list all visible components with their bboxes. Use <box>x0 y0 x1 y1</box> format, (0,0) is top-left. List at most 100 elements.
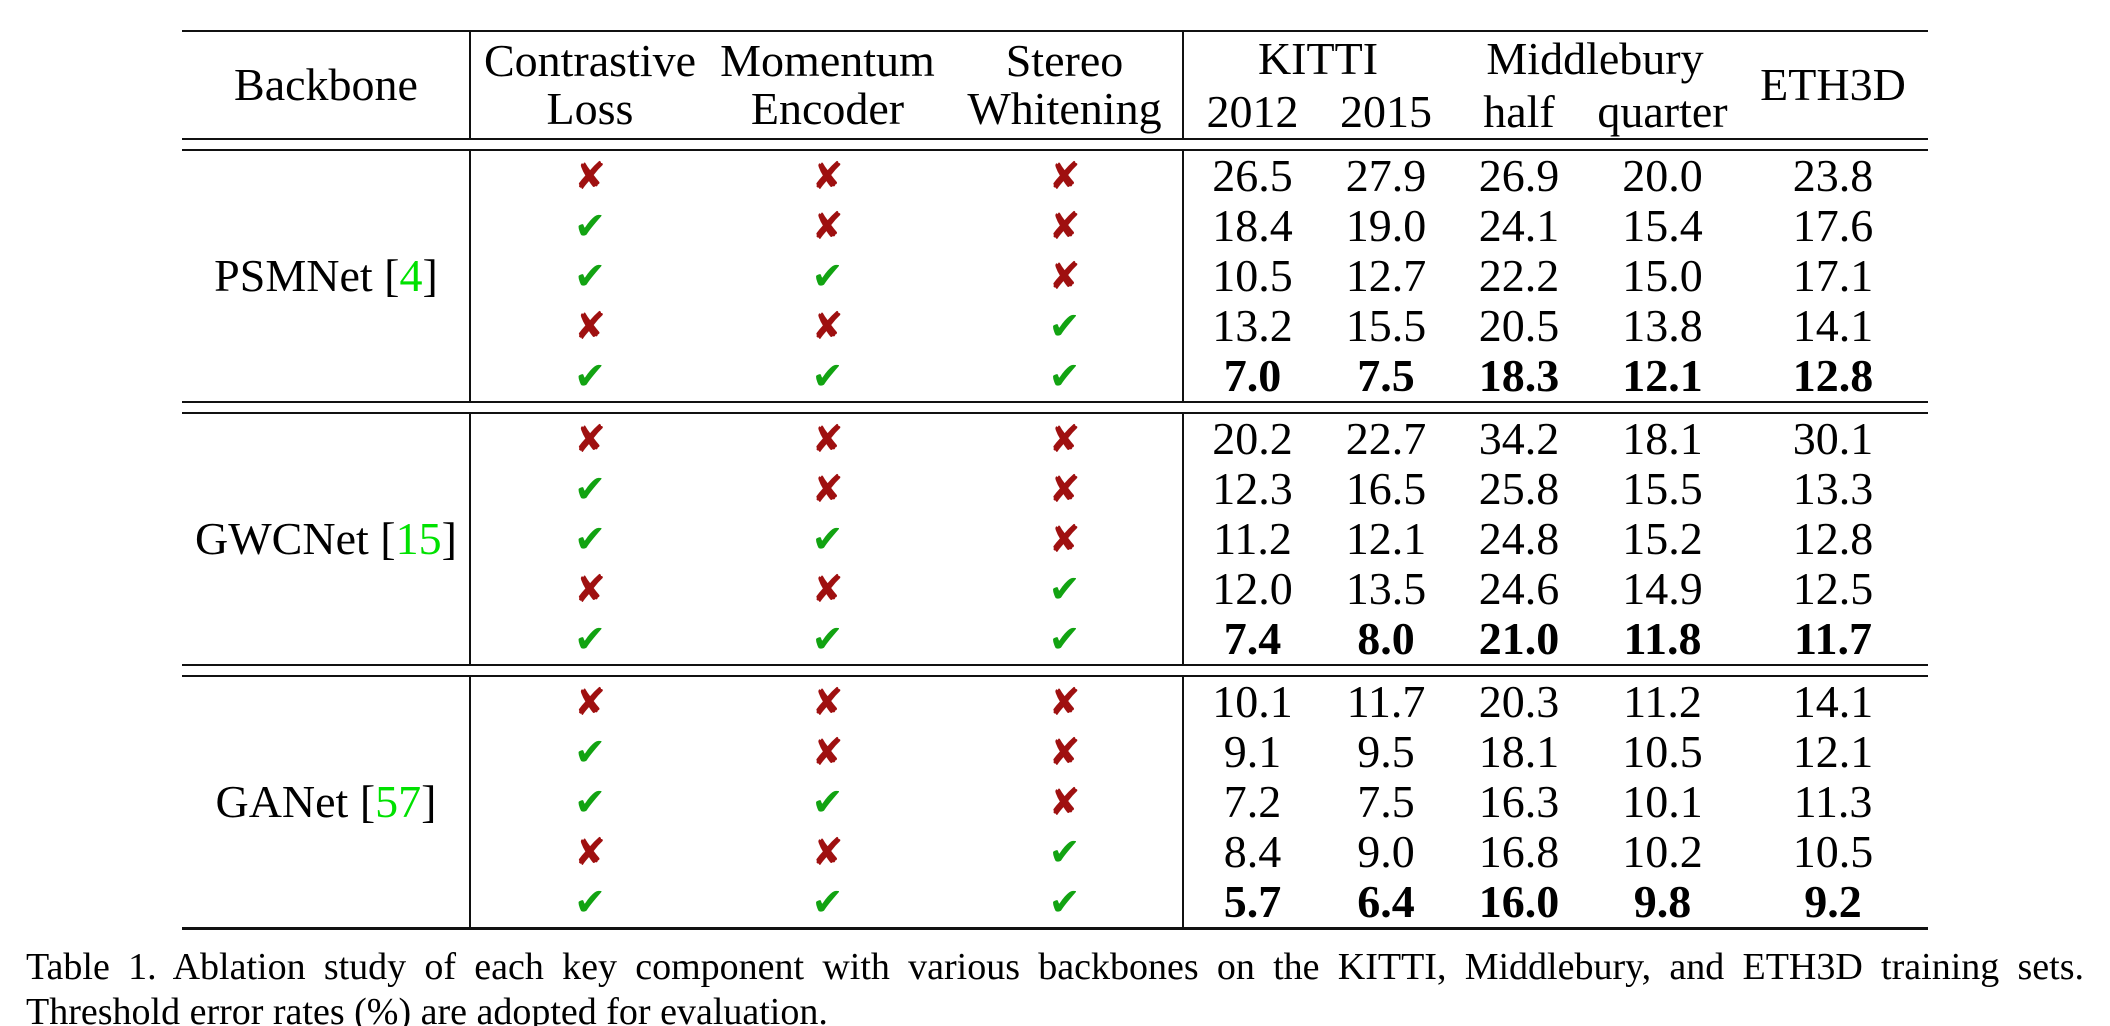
metric-value: 5.7 <box>1182 877 1321 929</box>
metric-value: 11.2 <box>1182 514 1321 564</box>
metric-value: 14.1 <box>1792 300 1874 351</box>
backbone-label: GANet [57] <box>182 676 470 929</box>
metric-value: 7.2 <box>1182 777 1321 827</box>
table-row: PSMNet [4] ✘ ✘ ✘ 26.5 27.9 26.9 20.0 23.8 <box>182 150 1927 301</box>
cross-icon: ✘ <box>811 730 844 774</box>
citation-number: 4 <box>399 250 423 301</box>
table-row: GWCNet [15] ✘ ✘ ✘ 20.2 22.7 34.2 18.1 30.1 <box>182 413 1927 564</box>
metric-value: 11.7 <box>1794 613 1872 664</box>
col-header-contrastive-loss: Contrastive Loss <box>469 31 709 139</box>
metric-value: 15.4 <box>1622 200 1703 251</box>
cross-icon: ✘ <box>469 413 709 464</box>
check-icon: ✔ <box>811 517 844 561</box>
cross-icon: ✘ <box>1048 730 1081 774</box>
metric-value: 12.8 <box>1792 350 1874 401</box>
table-row: ✔ ✘ ✘ 9.1 9.5 18.1 10.5 12.1 <box>182 727 1927 777</box>
cross-icon: ✘ <box>1048 204 1081 248</box>
cross-icon: ✘ <box>469 301 709 351</box>
metric-value: 12.7 <box>1345 250 1427 301</box>
metric-value: 12.1 <box>1792 726 1874 777</box>
table-row: ✔ ✔ ✘ 11.2 12.1 24.8 15.2 12.8 <box>182 514 1927 564</box>
metric-value: 10.2 <box>1622 826 1703 877</box>
metric-value: 11.3 <box>1793 776 1873 827</box>
metric-value: 23.8 <box>1792 150 1874 201</box>
table-body: PSMNet [4] ✘ ✘ ✘ 26.5 27.9 26.9 20.0 23.8 ✔ ✘ ✘ 18.4… <box>182 138 1928 929</box>
cross-icon: ✘ <box>811 830 844 874</box>
metric-value: 18.1 <box>1622 413 1703 464</box>
metric-value: 24.8 <box>1478 513 1560 564</box>
check-icon: ✔ <box>1048 830 1081 874</box>
metric-value: 26.5 <box>1182 150 1321 201</box>
col-subheader-quarter: quarter <box>1597 85 1728 137</box>
metric-value: 20.0 <box>1622 150 1703 201</box>
table-caption: Table 1. Ablation study of each key compo… <box>26 945 2084 1026</box>
check-icon: ✔ <box>1048 567 1081 611</box>
metric-value: 9.8 <box>1633 876 1692 927</box>
metric-value: 10.5 <box>1182 251 1321 301</box>
cross-icon: ✘ <box>811 680 844 724</box>
caption-text: Ablation study of each key component wit… <box>26 946 2084 1026</box>
cross-icon: ✘ <box>811 467 844 511</box>
metric-value: 15.5 <box>1345 300 1427 351</box>
check-icon: ✔ <box>1048 304 1081 348</box>
check-icon: ✔ <box>469 614 709 665</box>
double-rule-line <box>182 664 1928 677</box>
backbone-label: PSMNet [4] <box>182 150 470 402</box>
metric-value: 16.5 <box>1345 463 1427 514</box>
cross-icon: ✘ <box>811 204 844 248</box>
metric-value: 13.3 <box>1792 463 1874 514</box>
col-header-stereo-whitening: Stereo Whitening <box>967 35 1162 134</box>
metric-value: 8.4 <box>1182 827 1321 877</box>
metric-value: 24.1 <box>1478 200 1560 251</box>
check-icon: ✔ <box>811 254 844 298</box>
check-icon: ✔ <box>469 727 709 777</box>
metric-value: 30.1 <box>1792 413 1874 464</box>
table-row: ✔ ✔ ✔ 7.0 7.5 18.3 12.1 12.8 <box>182 351 1927 402</box>
metric-value: 25.8 <box>1478 463 1560 514</box>
metric-value: 20.5 <box>1478 300 1560 351</box>
table-row: ✔ ✔ ✔ 5.7 6.4 16.0 9.8 9.2 <box>182 877 1927 929</box>
metric-value: 9.2 <box>1804 876 1862 927</box>
double-rule-line <box>182 401 1928 414</box>
cross-icon: ✘ <box>469 564 709 614</box>
metric-value: 18.4 <box>1182 201 1321 251</box>
table-row: ✔ ✔ ✔ 7.4 8.0 21.0 11.8 11.7 <box>182 614 1927 665</box>
cross-icon: ✘ <box>1048 417 1081 461</box>
cross-icon: ✘ <box>469 150 709 201</box>
table-row: GANet [57] ✘ ✘ ✘ 10.1 11.7 20.3 11.2 14.1 <box>182 676 1927 827</box>
check-icon: ✔ <box>469 877 709 929</box>
table-row: ✔ ✔ ✘ 10.5 12.7 22.2 15.0 17.1 <box>182 251 1927 301</box>
metric-value: 10.1 <box>1622 776 1703 827</box>
metric-value: 13.5 <box>1345 563 1427 614</box>
ablation-table: Backbone Contrastive Loss Momentum Encod… <box>182 30 1928 930</box>
metric-value: 7.4 <box>1182 614 1321 665</box>
metric-value: 15.0 <box>1622 250 1703 301</box>
table-row: ✘ ✘ ✔ 12.0 13.5 24.6 14.9 12.5 <box>182 564 1927 614</box>
cross-icon: ✘ <box>811 304 844 348</box>
col-header-backbone: Backbone <box>234 59 418 110</box>
cross-icon: ✘ <box>1048 780 1081 824</box>
check-icon: ✔ <box>1048 880 1081 924</box>
check-icon: ✔ <box>1048 617 1081 661</box>
col-header-eth3d: ETH3D <box>1760 59 1906 110</box>
check-icon: ✔ <box>469 464 709 514</box>
metric-value: 12.8 <box>1792 513 1874 564</box>
metric-value: 19.0 <box>1345 200 1427 251</box>
citation-number: 57 <box>375 776 422 827</box>
metric-value: 9.1 <box>1182 727 1321 777</box>
metric-value: 17.6 <box>1792 200 1874 251</box>
metric-value: 16.0 <box>1478 876 1560 927</box>
metric-value: 10.1 <box>1182 676 1321 727</box>
check-icon: ✔ <box>469 251 709 301</box>
metric-value: 12.1 <box>1622 350 1703 401</box>
col-header-kitti: KITTI <box>1182 31 1452 85</box>
metric-value: 11.7 <box>1346 676 1426 727</box>
metric-value: 14.1 <box>1792 676 1874 727</box>
metric-value: 26.9 <box>1478 150 1560 201</box>
col-subheader-2015: 2015 <box>1339 85 1432 137</box>
metric-value: 10.5 <box>1622 726 1703 777</box>
col-header-middlebury: Middlebury <box>1486 32 1704 84</box>
double-rule <box>182 401 1928 414</box>
check-icon: ✔ <box>469 514 709 564</box>
metric-value: 8.0 <box>1357 613 1415 664</box>
